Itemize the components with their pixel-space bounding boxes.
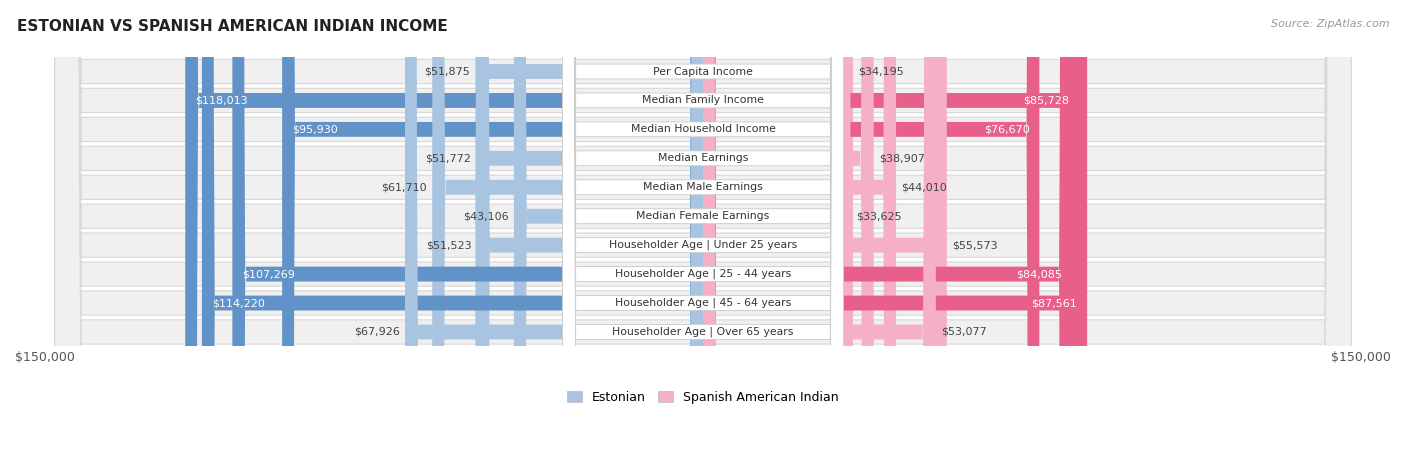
FancyBboxPatch shape — [562, 0, 844, 467]
FancyBboxPatch shape — [703, 0, 1071, 467]
FancyBboxPatch shape — [562, 0, 844, 467]
FancyBboxPatch shape — [562, 0, 844, 467]
Text: $51,772: $51,772 — [425, 153, 471, 163]
Text: $118,013: $118,013 — [195, 95, 247, 106]
Text: $84,085: $84,085 — [1017, 269, 1062, 279]
Text: $85,728: $85,728 — [1024, 95, 1069, 106]
Text: Source: ZipAtlas.com: Source: ZipAtlas.com — [1271, 19, 1389, 28]
FancyBboxPatch shape — [55, 0, 1351, 467]
FancyBboxPatch shape — [55, 0, 1351, 467]
FancyBboxPatch shape — [703, 0, 896, 467]
FancyBboxPatch shape — [562, 0, 844, 467]
Text: $34,195: $34,195 — [858, 66, 904, 77]
Text: $95,930: $95,930 — [292, 124, 337, 134]
FancyBboxPatch shape — [513, 0, 703, 467]
FancyBboxPatch shape — [475, 0, 703, 467]
Text: $33,625: $33,625 — [856, 211, 901, 221]
Text: Per Capita Income: Per Capita Income — [652, 66, 754, 77]
FancyBboxPatch shape — [703, 0, 936, 467]
Text: $38,907: $38,907 — [879, 153, 925, 163]
FancyBboxPatch shape — [562, 0, 844, 467]
Text: $76,670: $76,670 — [984, 124, 1029, 134]
Text: Householder Age | Over 65 years: Householder Age | Over 65 years — [612, 327, 794, 337]
FancyBboxPatch shape — [562, 0, 844, 467]
FancyBboxPatch shape — [55, 0, 1351, 467]
Text: $114,220: $114,220 — [212, 298, 264, 308]
FancyBboxPatch shape — [703, 0, 851, 467]
Text: Householder Age | 45 - 64 years: Householder Age | 45 - 64 years — [614, 298, 792, 308]
FancyBboxPatch shape — [186, 0, 703, 467]
FancyBboxPatch shape — [562, 0, 844, 467]
Text: $51,523: $51,523 — [426, 240, 471, 250]
FancyBboxPatch shape — [55, 0, 1351, 467]
Text: $51,875: $51,875 — [425, 66, 470, 77]
FancyBboxPatch shape — [703, 0, 853, 467]
FancyBboxPatch shape — [477, 0, 703, 467]
Text: $55,573: $55,573 — [952, 240, 998, 250]
FancyBboxPatch shape — [703, 0, 1078, 467]
Text: Median Earnings: Median Earnings — [658, 153, 748, 163]
FancyBboxPatch shape — [703, 0, 946, 467]
Text: Householder Age | Under 25 years: Householder Age | Under 25 years — [609, 240, 797, 250]
Text: ESTONIAN VS SPANISH AMERICAN INDIAN INCOME: ESTONIAN VS SPANISH AMERICAN INDIAN INCO… — [17, 19, 447, 34]
FancyBboxPatch shape — [562, 0, 844, 467]
Text: Median Male Earnings: Median Male Earnings — [643, 182, 763, 192]
FancyBboxPatch shape — [202, 0, 703, 467]
Text: $107,269: $107,269 — [242, 269, 295, 279]
FancyBboxPatch shape — [55, 0, 1351, 467]
FancyBboxPatch shape — [703, 0, 1039, 467]
Text: Householder Age | 25 - 44 years: Householder Age | 25 - 44 years — [614, 269, 792, 279]
FancyBboxPatch shape — [55, 0, 1351, 467]
FancyBboxPatch shape — [432, 0, 703, 467]
FancyBboxPatch shape — [703, 0, 1087, 467]
FancyBboxPatch shape — [562, 0, 844, 467]
Text: $53,077: $53,077 — [941, 327, 987, 337]
FancyBboxPatch shape — [283, 0, 703, 467]
Text: $87,561: $87,561 — [1032, 298, 1077, 308]
Text: Median Female Earnings: Median Female Earnings — [637, 211, 769, 221]
FancyBboxPatch shape — [405, 0, 703, 467]
Text: $44,010: $44,010 — [901, 182, 948, 192]
FancyBboxPatch shape — [703, 0, 873, 467]
Text: $67,926: $67,926 — [354, 327, 399, 337]
FancyBboxPatch shape — [55, 0, 1351, 467]
Legend: Estonian, Spanish American Indian: Estonian, Spanish American Indian — [567, 391, 839, 404]
FancyBboxPatch shape — [55, 0, 1351, 467]
FancyBboxPatch shape — [562, 0, 844, 467]
Text: $61,710: $61,710 — [381, 182, 427, 192]
FancyBboxPatch shape — [55, 0, 1351, 467]
FancyBboxPatch shape — [55, 0, 1351, 467]
FancyBboxPatch shape — [232, 0, 703, 467]
Text: $43,106: $43,106 — [463, 211, 509, 221]
Text: Median Family Income: Median Family Income — [643, 95, 763, 106]
FancyBboxPatch shape — [475, 0, 703, 467]
Text: Median Household Income: Median Household Income — [630, 124, 776, 134]
